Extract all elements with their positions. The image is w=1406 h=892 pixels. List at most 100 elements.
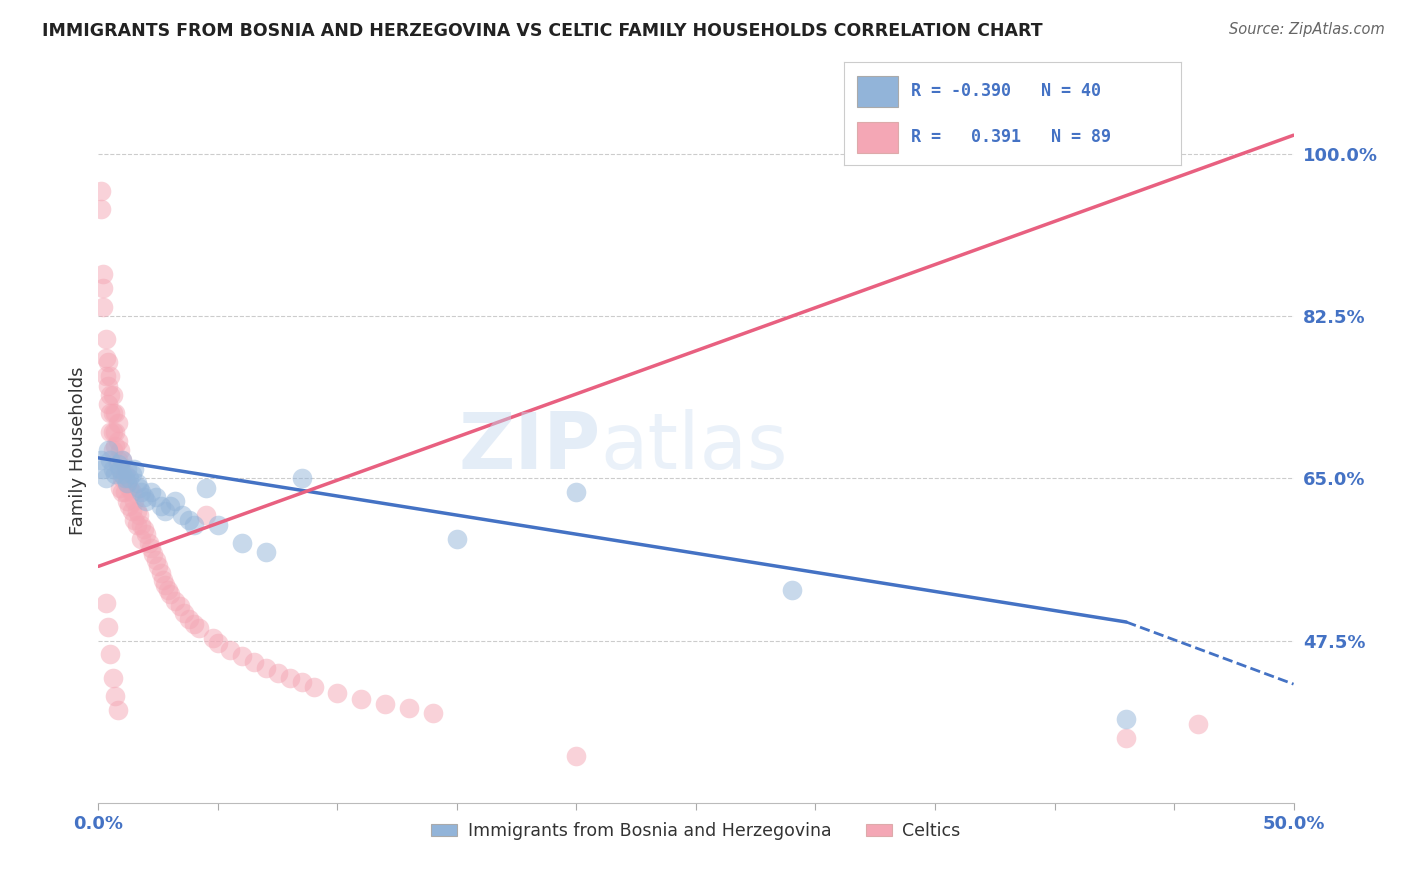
Point <box>91 462 114 476</box>
Point <box>108 443 131 458</box>
Point <box>207 517 229 532</box>
Point <box>125 517 148 532</box>
Point <box>97 619 120 633</box>
Point <box>131 532 153 546</box>
Point <box>350 692 373 706</box>
Point <box>107 458 129 472</box>
Text: R =   0.391   N = 89: R = 0.391 N = 89 <box>911 128 1111 146</box>
Point <box>108 462 131 476</box>
Point <box>115 475 138 490</box>
Point <box>114 471 136 485</box>
Point <box>187 622 209 636</box>
Point <box>422 706 444 720</box>
Point <box>97 397 120 411</box>
FancyBboxPatch shape <box>858 76 897 106</box>
Point <box>169 599 191 614</box>
Point <box>108 462 131 476</box>
Point <box>94 369 117 384</box>
Text: Source: ZipAtlas.com: Source: ZipAtlas.com <box>1229 22 1385 37</box>
Point <box>94 332 117 346</box>
Point <box>183 517 205 532</box>
Point <box>91 281 114 295</box>
Point <box>107 434 129 449</box>
Point <box>91 300 114 314</box>
Point <box>780 582 803 597</box>
Point <box>124 494 146 508</box>
Point <box>121 504 143 518</box>
Point <box>142 547 165 561</box>
Point <box>148 559 170 574</box>
Point <box>326 686 349 700</box>
Point <box>446 532 468 546</box>
Legend: Immigrants from Bosnia and Herzegovina, Celtics: Immigrants from Bosnia and Herzegovina, … <box>425 815 967 847</box>
Point <box>155 504 177 518</box>
Point <box>195 481 218 495</box>
Point <box>107 703 129 717</box>
Point <box>128 508 150 523</box>
Point <box>291 471 314 485</box>
Point <box>114 485 136 500</box>
Point <box>132 490 155 504</box>
Point <box>90 452 112 467</box>
Point <box>135 527 157 541</box>
Point <box>243 655 266 669</box>
Point <box>155 578 177 592</box>
Point <box>131 485 153 500</box>
Point <box>1115 731 1137 745</box>
Point <box>104 467 127 481</box>
Point <box>111 452 134 467</box>
Point <box>107 452 129 467</box>
Point <box>202 631 225 645</box>
Point <box>1187 717 1209 731</box>
Point <box>254 545 277 559</box>
Point <box>565 485 588 500</box>
Point <box>152 574 174 588</box>
Point <box>94 597 117 611</box>
Point <box>163 494 186 508</box>
Point <box>90 184 112 198</box>
Point <box>179 513 201 527</box>
Point <box>156 582 179 597</box>
Point <box>118 481 141 495</box>
Point <box>231 536 253 550</box>
Point <box>125 475 148 490</box>
Point <box>118 499 141 513</box>
Point <box>114 467 136 481</box>
Point <box>135 494 157 508</box>
Point <box>111 452 134 467</box>
Point <box>254 661 277 675</box>
Point <box>149 499 172 513</box>
Point <box>159 499 181 513</box>
Point <box>118 471 141 485</box>
Point <box>97 355 120 369</box>
Point <box>121 467 143 481</box>
Point <box>90 202 112 217</box>
Point <box>108 481 131 495</box>
Point <box>145 553 167 567</box>
Point <box>101 388 124 402</box>
Point <box>104 425 127 439</box>
Point <box>159 587 181 601</box>
Point <box>207 636 229 650</box>
Point <box>124 513 146 527</box>
Point <box>115 475 138 490</box>
Point <box>97 443 120 458</box>
Point <box>278 671 301 685</box>
Text: R = -0.390   N = 40: R = -0.390 N = 40 <box>911 82 1101 100</box>
Point <box>139 485 162 500</box>
Point <box>91 268 114 282</box>
Point <box>98 425 122 439</box>
Point <box>145 490 167 504</box>
Point <box>172 508 194 523</box>
Point <box>291 675 314 690</box>
Point <box>128 481 150 495</box>
Point <box>219 642 242 657</box>
Point <box>98 452 122 467</box>
Point <box>125 504 148 518</box>
Point <box>139 541 162 555</box>
Point <box>149 566 172 580</box>
Point <box>101 406 124 420</box>
Point <box>138 536 160 550</box>
Point <box>98 406 122 420</box>
Point <box>104 439 127 453</box>
